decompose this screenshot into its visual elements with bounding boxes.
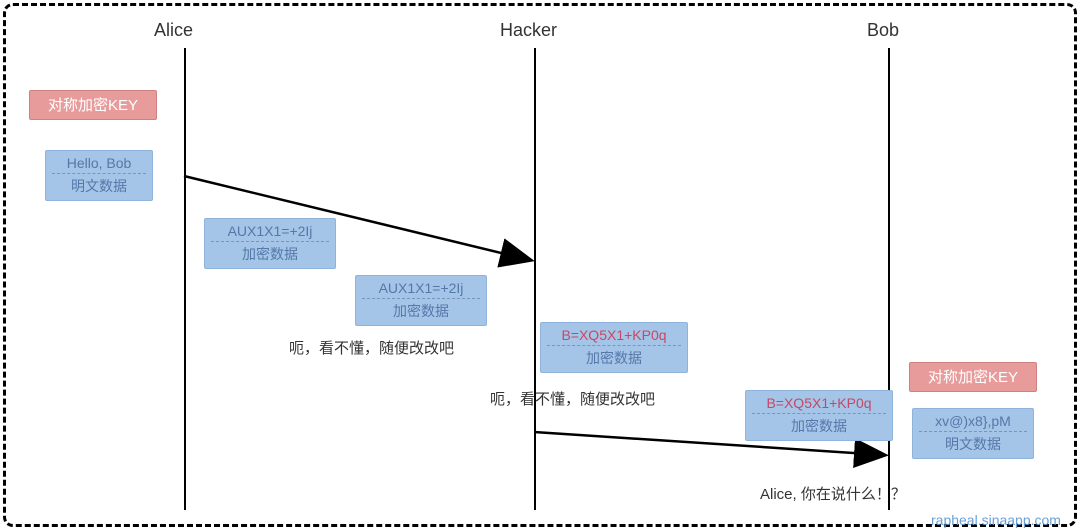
bob-plaintext-label: 明文数据 xyxy=(919,434,1027,454)
hacker-comment-2: 呃，看不懂，随便改改吧 xyxy=(490,388,655,409)
diagram-canvas: Alice Hacker Bob 对称加密KEY Hello, Bob 明文数据… xyxy=(0,0,1080,532)
ciphertext-value: B=XQ5X1+KP0q xyxy=(752,395,886,411)
ciphertext-value: AUX1X1=+2Ij xyxy=(211,223,329,239)
lifeline-label-bob: Bob xyxy=(867,20,899,41)
ciphertext-label: 加密数据 xyxy=(362,301,480,321)
ciphertext-box-1: AUX1X1=+2Ij 加密数据 xyxy=(204,218,336,269)
lifeline-label-hacker: Hacker xyxy=(500,20,557,41)
divider xyxy=(211,241,329,242)
hacker-comment-1: 呃，看不懂，随便改改吧 xyxy=(289,337,454,358)
alice-plaintext-box: Hello, Bob 明文数据 xyxy=(45,150,153,201)
divider xyxy=(52,173,146,174)
bob-reaction: Alice, 你在说什么！？ xyxy=(760,483,906,504)
bob-plaintext-box: xv@)x8},pM 明文数据 xyxy=(912,408,1034,459)
ciphertext-value: B=XQ5X1+KP0q xyxy=(547,327,681,343)
alice-key-box: 对称加密KEY xyxy=(29,90,157,120)
lifeline-alice xyxy=(184,48,186,510)
divider xyxy=(752,413,886,414)
ciphertext-label: 加密数据 xyxy=(211,244,329,264)
divider xyxy=(547,345,681,346)
bob-plaintext-value: xv@)x8},pM xyxy=(919,413,1027,429)
ciphertext-value: AUX1X1=+2Ij xyxy=(362,280,480,296)
ciphertext-label: 加密数据 xyxy=(547,348,681,368)
ciphertext-box-4-tampered: B=XQ5X1+KP0q 加密数据 xyxy=(745,390,893,441)
lifeline-label-alice: Alice xyxy=(154,20,193,41)
ciphertext-label: 加密数据 xyxy=(752,416,886,436)
alice-plaintext-value: Hello, Bob xyxy=(52,155,146,171)
bob-key-box: 对称加密KEY xyxy=(909,362,1037,392)
divider xyxy=(362,298,480,299)
divider xyxy=(919,431,1027,432)
watermark: rapheal.sinaapp.com xyxy=(931,512,1061,528)
lifeline-hacker xyxy=(534,48,536,510)
alice-plaintext-label: 明文数据 xyxy=(52,176,146,196)
ciphertext-box-3-tampered: B=XQ5X1+KP0q 加密数据 xyxy=(540,322,688,373)
ciphertext-box-2: AUX1X1=+2Ij 加密数据 xyxy=(355,275,487,326)
